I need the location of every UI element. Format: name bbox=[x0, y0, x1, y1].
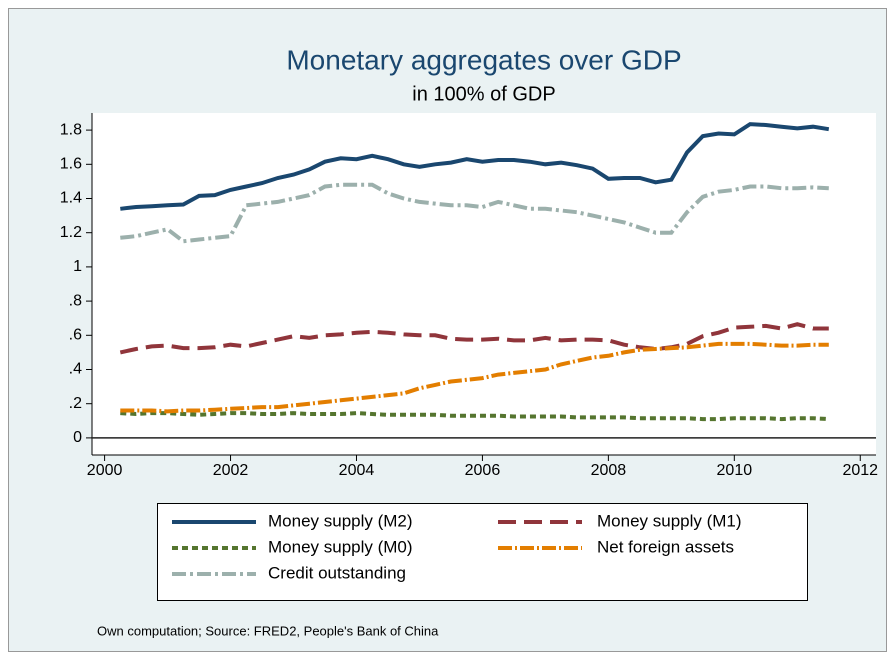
y-tick-label: .6 bbox=[69, 327, 82, 344]
y-tick-label: 1.4 bbox=[60, 190, 82, 207]
x-tick-label: 2004 bbox=[339, 462, 375, 479]
y-tick-label: 1.6 bbox=[60, 156, 82, 173]
y-tick-label: 1.2 bbox=[60, 224, 82, 241]
chart-title: Monetary aggregates over GDP bbox=[286, 44, 681, 75]
series-line bbox=[120, 411, 829, 422]
x-tick-label: 2010 bbox=[717, 462, 753, 479]
chart-subtitle: in 100% of GDP bbox=[412, 83, 555, 105]
y-tick-label: .4 bbox=[69, 361, 82, 378]
x-tick-label: 2000 bbox=[87, 462, 123, 479]
note: Own computation; Source: FRED2, People's… bbox=[97, 623, 439, 638]
x-tick-label: 2006 bbox=[465, 462, 501, 479]
y-tick-label: 0 bbox=[73, 429, 82, 446]
x-tick-label: 2002 bbox=[213, 462, 249, 479]
series-line bbox=[120, 182, 829, 244]
legend-label: Money supply (M1) bbox=[597, 511, 742, 530]
x-tick-label: 2012 bbox=[842, 462, 878, 479]
x-tick-label: 2008 bbox=[591, 462, 627, 479]
y-tick-label: 1 bbox=[73, 258, 82, 275]
y-tick-label: .8 bbox=[69, 292, 82, 309]
legend-label: Net foreign assets bbox=[597, 537, 734, 556]
series-line bbox=[120, 341, 829, 414]
legend-box bbox=[157, 503, 808, 601]
y-tick-label: 1.8 bbox=[60, 121, 82, 138]
y-tick-label: .2 bbox=[69, 395, 82, 412]
legend-label: Money supply (M2) bbox=[268, 511, 413, 530]
plot-region bbox=[92, 113, 876, 455]
legend-label: Money supply (M0) bbox=[268, 537, 413, 556]
legend-label: Credit outstanding bbox=[268, 563, 406, 582]
series-line bbox=[120, 122, 830, 211]
series-line bbox=[119, 322, 829, 355]
